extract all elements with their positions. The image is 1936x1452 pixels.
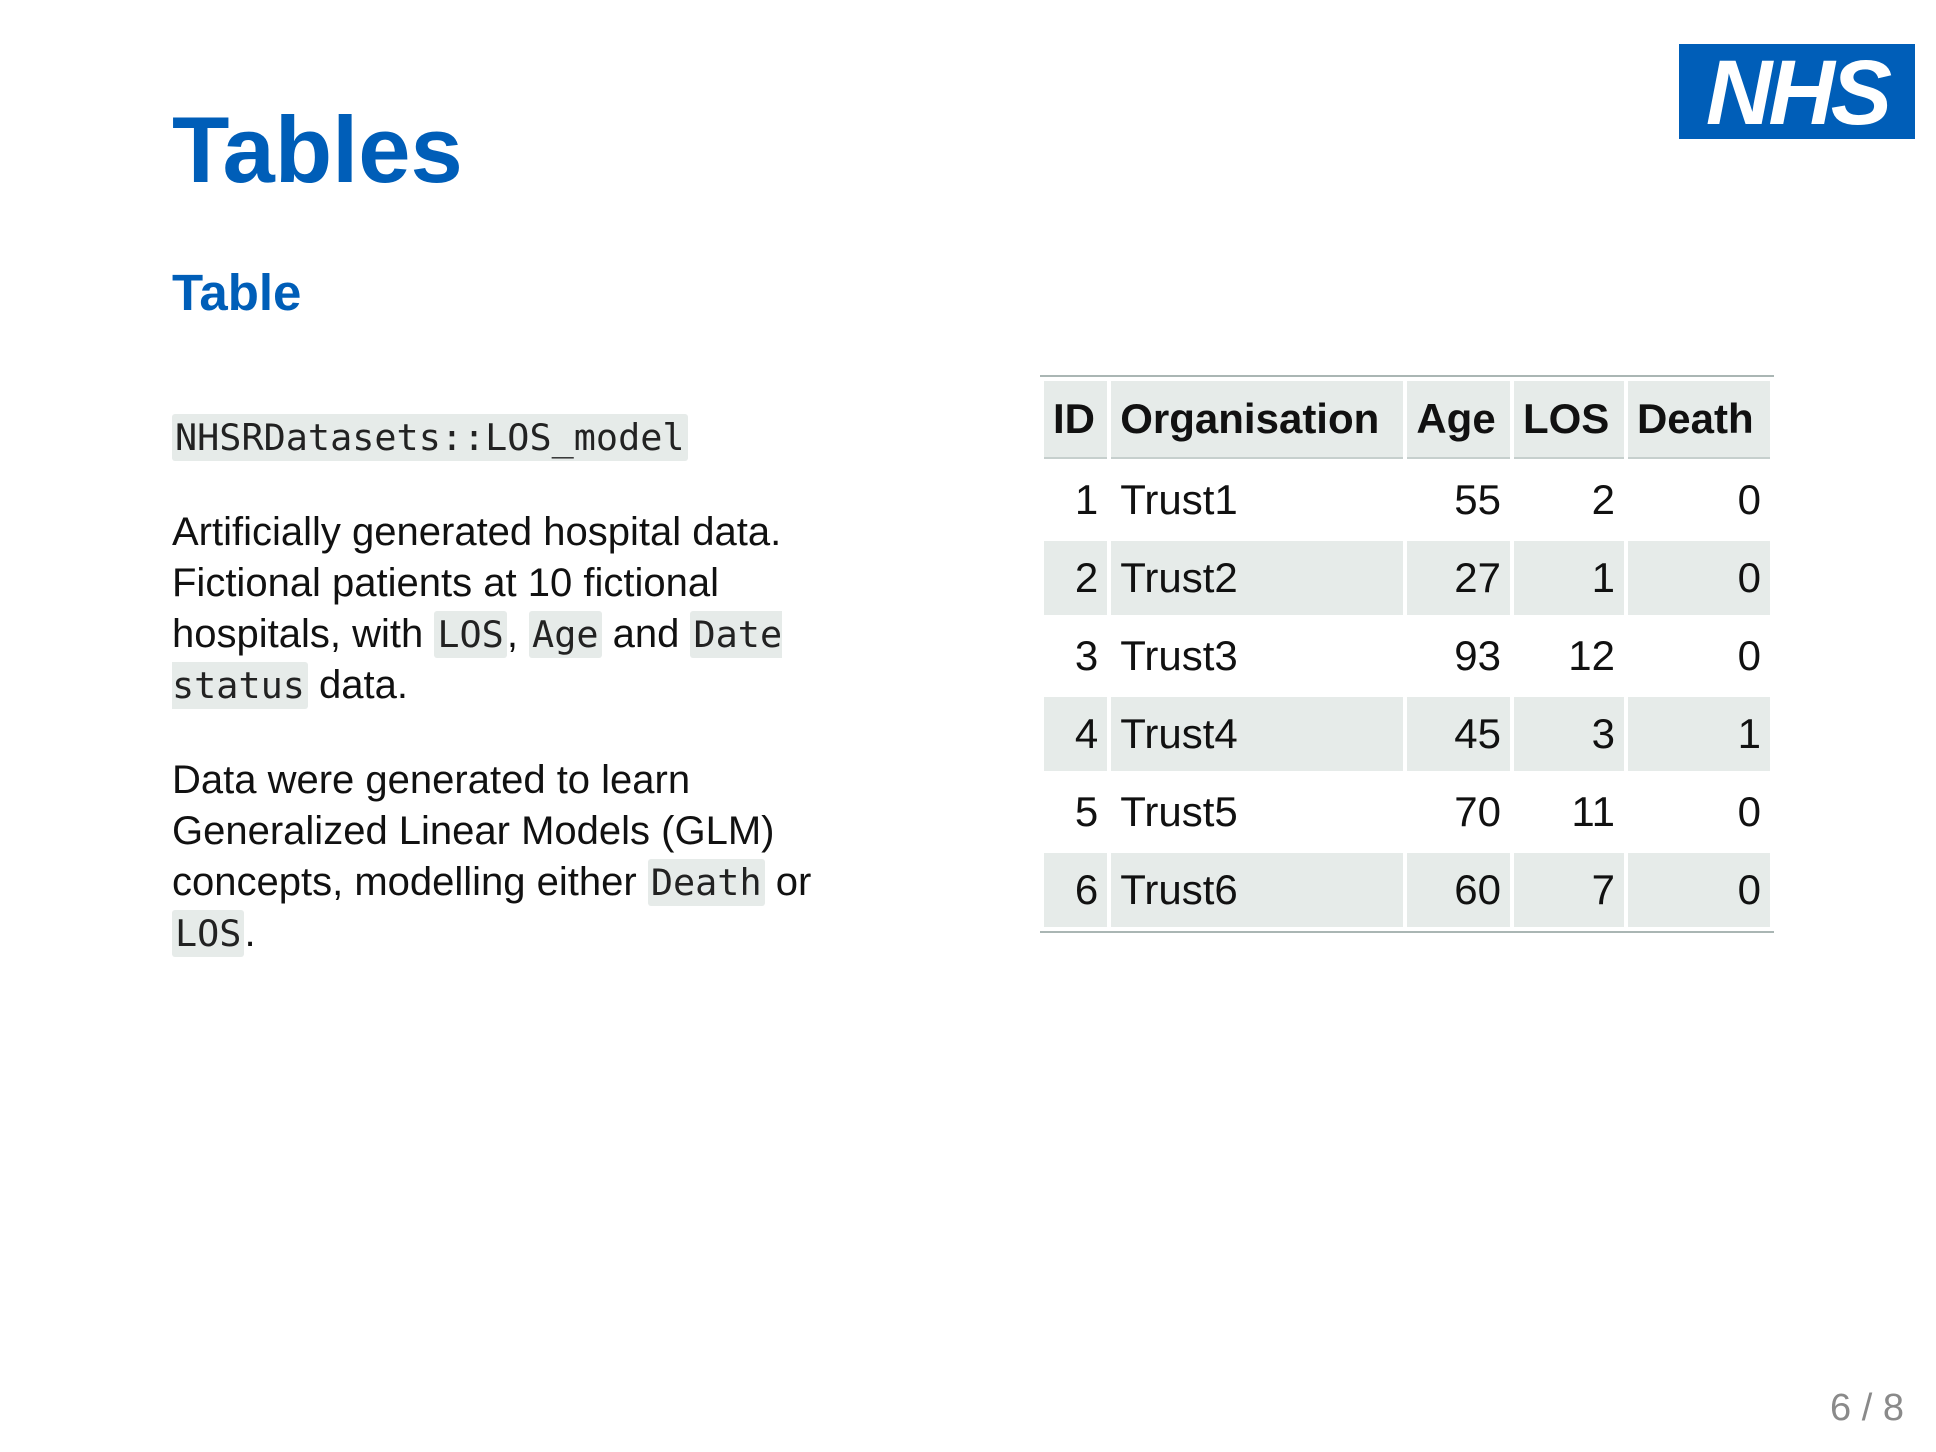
cell-id: 4 [1044, 697, 1108, 771]
data-table-container: ID Organisation Age LOS Death 1 Trust1 5… [1040, 375, 1774, 933]
nhs-logo: NHS [1679, 44, 1915, 139]
dataset-name-line: NHSRDatasets::LOS_model [172, 412, 892, 463]
description-column: NHSRDatasets::LOS_model Artificially gen… [172, 412, 892, 1003]
p2-text-3: . [244, 911, 256, 955]
page-number: 6 / 8 [1830, 1387, 1904, 1429]
cell-los: 3 [1513, 697, 1624, 771]
p1-code-age: Age [529, 611, 602, 658]
cell-organisation: Trust1 [1120, 476, 1238, 523]
p2-text-1: Data were generated to learn Generalized… [172, 758, 775, 904]
cell-organisation: Trust5 [1120, 788, 1238, 835]
cell-death: 0 [1737, 476, 1761, 523]
cell-death: 0 [1627, 541, 1770, 615]
cell-organisation: Trust4 [1111, 697, 1404, 771]
cell-age: 45 [1407, 697, 1510, 771]
cell-age: 70 [1454, 788, 1501, 835]
table-header-row: ID Organisation Age LOS Death [1044, 381, 1770, 459]
header-death: Death [1627, 381, 1770, 459]
table-row: 1 Trust1 55 2 0 [1044, 463, 1770, 537]
slide-subtitle: Table [172, 264, 302, 321]
p1-text-4: data. [307, 663, 408, 707]
cell-id: 1 [1074, 476, 1099, 523]
description-paragraph-1: Artificially generated hospital data. Fi… [172, 507, 892, 711]
table-row: 6 Trust6 60 7 0 [1044, 853, 1770, 927]
p1-code-los: LOS [434, 611, 507, 658]
header-organisation: Organisation [1111, 381, 1404, 459]
cell-death: 1 [1627, 697, 1770, 771]
nhs-logo-text: NHS [1705, 41, 1892, 144]
header-los: LOS [1513, 381, 1624, 459]
slide-title: Tables [172, 97, 463, 202]
cell-age: 60 [1407, 853, 1510, 927]
p2-code-los: LOS [172, 910, 245, 957]
cell-death: 0 [1737, 788, 1761, 835]
cell-organisation: Trust6 [1111, 853, 1404, 927]
cell-los: 12 [1568, 632, 1615, 679]
cell-id: 5 [1074, 788, 1099, 835]
los-data-table: ID Organisation Age LOS Death 1 Trust1 5… [1040, 375, 1774, 933]
dataset-name-code: NHSRDatasets::LOS_model [172, 414, 688, 461]
cell-organisation: Trust3 [1120, 632, 1238, 679]
header-age: Age [1407, 381, 1510, 459]
p1-text-1: Artificially generated hospital data. Fi… [172, 510, 782, 656]
cell-death: 0 [1627, 853, 1770, 927]
p1-text-3: and [601, 612, 691, 656]
cell-los: 2 [1591, 476, 1615, 523]
table-row: 5 Trust5 70 11 0 [1044, 775, 1770, 849]
p1-text-2: , [506, 612, 530, 656]
cell-id: 6 [1044, 853, 1108, 927]
cell-los: 7 [1513, 853, 1624, 927]
cell-id: 3 [1074, 632, 1099, 679]
header-id: ID [1044, 381, 1108, 459]
cell-age: 93 [1454, 632, 1501, 679]
cell-los: 11 [1571, 788, 1615, 835]
cell-age: 55 [1454, 476, 1501, 523]
cell-organisation: Trust2 [1111, 541, 1404, 615]
p2-text-2: or [764, 860, 812, 904]
table-row: 2 Trust2 27 1 0 [1044, 541, 1770, 615]
table-row: 3 Trust3 93 12 0 [1044, 619, 1770, 693]
cell-los: 1 [1513, 541, 1624, 615]
cell-death: 0 [1737, 632, 1761, 679]
cell-id: 2 [1044, 541, 1108, 615]
description-paragraph-2: Data were generated to learn Generalized… [172, 755, 892, 959]
p2-code-death: Death [647, 859, 765, 906]
table-row: 4 Trust4 45 3 1 [1044, 697, 1770, 771]
cell-age: 27 [1407, 541, 1510, 615]
